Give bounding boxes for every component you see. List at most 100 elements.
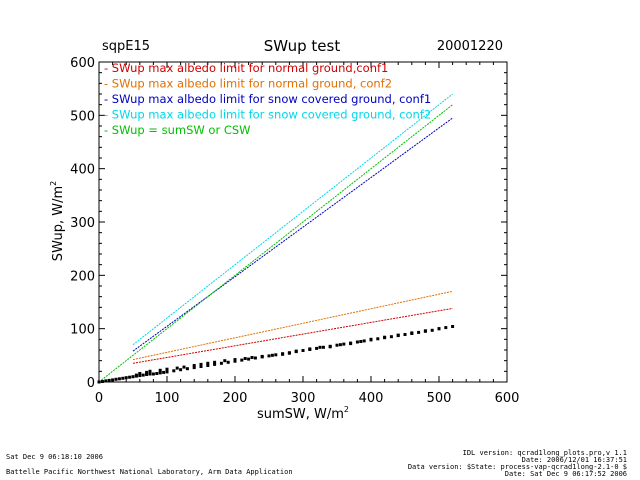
data-point	[444, 326, 448, 330]
data-point	[151, 372, 155, 376]
data-point	[335, 343, 339, 347]
legend-item-2: - SWup max albedo limit for normal groun…	[104, 77, 392, 91]
data-point	[287, 351, 291, 355]
series-line-2	[132, 290, 453, 361]
data-point	[145, 373, 149, 376]
data-point	[206, 361, 210, 365]
data-point	[281, 352, 285, 356]
data-point	[233, 359, 237, 363]
data-point	[349, 342, 353, 346]
data-point	[396, 333, 400, 337]
data-point	[417, 330, 421, 334]
x-tick-label: 500	[427, 391, 452, 406]
data-point	[253, 356, 257, 360]
x-tick-label: 400	[359, 391, 384, 406]
data-point	[114, 377, 118, 381]
axes-layer: 0 100 200 300 400 500 600 0 100 200 300 400 500 600	[70, 56, 519, 406]
data-point	[148, 372, 152, 376]
footer-lab: Battelle Pacific Northwest National Labo…	[6, 468, 293, 476]
data-point	[376, 337, 380, 341]
footer-idl-date: Date: 2006/12/01 16:37:51	[522, 456, 627, 464]
date-label: 20001220	[437, 39, 503, 54]
data-point	[213, 362, 217, 366]
data-point	[250, 356, 254, 359]
y-tick-label: 0	[87, 376, 95, 391]
data-point	[294, 349, 298, 353]
data-point	[247, 357, 251, 361]
series-line-1	[132, 307, 453, 364]
data-point	[362, 339, 366, 343]
data-point	[107, 378, 111, 382]
data-point	[451, 325, 455, 328]
data-point	[342, 342, 346, 346]
data-point	[301, 349, 305, 352]
data-point	[138, 372, 142, 375]
data-point	[141, 373, 145, 377]
data-point	[104, 379, 108, 383]
data-point	[182, 365, 186, 369]
site-label: sqpE15	[102, 39, 150, 54]
data-point	[267, 354, 271, 358]
data-point	[328, 345, 332, 349]
data-point	[158, 371, 162, 375]
data-point	[243, 357, 247, 360]
data-point	[172, 369, 176, 373]
data-point	[138, 374, 142, 378]
data-point	[274, 353, 278, 357]
data-point	[355, 340, 359, 344]
y-tick-label: 400	[70, 163, 95, 178]
data-point	[437, 327, 441, 331]
footer-data-date: Date: Sat Dec 9 06:17:52 2006	[505, 470, 627, 478]
chart-title: SWup test	[264, 37, 341, 55]
data-point	[403, 333, 407, 336]
y-tick-label: 500	[70, 109, 95, 124]
x-tick-label: 200	[223, 391, 248, 406]
data-point	[128, 375, 132, 379]
data-point	[165, 367, 169, 371]
data-point	[318, 345, 322, 349]
series-line-3	[132, 117, 453, 352]
data-point	[308, 347, 312, 351]
legend-item-4: - SWup max albedo limit for snow covered…	[104, 108, 431, 122]
data-point	[192, 364, 196, 367]
data-point	[124, 376, 128, 380]
data-point	[121, 376, 125, 380]
data-point	[270, 353, 274, 357]
data-point	[219, 361, 223, 365]
data-point	[148, 369, 152, 373]
data-point	[223, 359, 227, 363]
data-point	[206, 364, 210, 367]
x-tick-label: 100	[155, 391, 180, 406]
y-tick-label: 300	[70, 216, 95, 231]
footer-timestamp: Sat Dec 9 06:18:10 2006	[6, 453, 103, 461]
series-line-4	[132, 93, 453, 346]
data-point	[240, 358, 244, 362]
data-point	[162, 370, 166, 374]
data-point	[213, 360, 217, 364]
data-point	[145, 370, 149, 374]
data-point	[321, 345, 325, 349]
series-line-5	[98, 104, 453, 383]
data-point	[430, 328, 434, 332]
data-point	[338, 343, 342, 347]
data-point	[410, 331, 414, 335]
data-point	[359, 340, 363, 343]
legend: - SWup max albedo limit for normal groun…	[104, 61, 431, 137]
y-tick-label: 100	[70, 323, 95, 338]
data-point	[233, 358, 237, 362]
data-point	[179, 368, 183, 372]
footer-idl-version: IDL version: qcrad1long_plots.pro,v 1.1	[463, 449, 627, 457]
data-point	[117, 377, 121, 381]
y-axis-label: SWup, W/m2	[49, 181, 66, 261]
x-tick-label: 600	[495, 391, 520, 406]
series-layer	[97, 93, 455, 384]
y-tick-label: 200	[70, 269, 95, 284]
data-point	[131, 375, 135, 379]
data-point	[158, 368, 162, 372]
data-point	[260, 354, 264, 358]
footer-data-version: Data version: $State: process-vap-qcrad1…	[408, 463, 627, 471]
data-point	[192, 366, 196, 370]
x-axis-label: sumSW, W/m2	[257, 405, 349, 422]
data-point	[383, 335, 387, 339]
